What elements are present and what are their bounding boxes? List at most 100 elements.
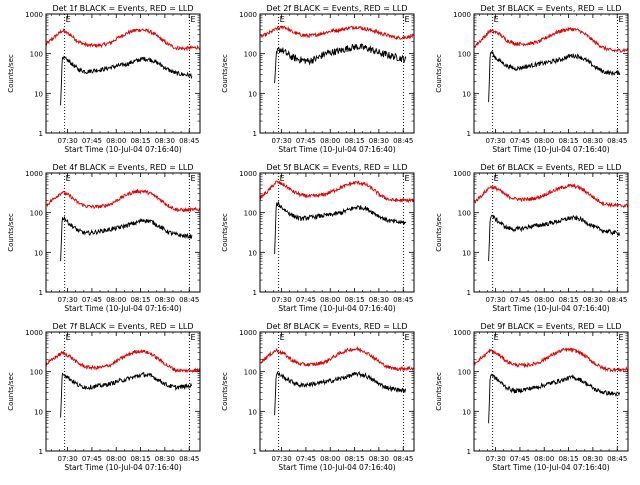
x-tick-label: 08:45: [607, 455, 627, 463]
x-tick-label: 08:00: [534, 296, 554, 304]
x-tick-label: 07:45: [82, 296, 102, 304]
x-tick-label: 07:30: [58, 455, 78, 463]
y-tick-label: 10: [462, 90, 471, 98]
x-tick-label: 08:45: [179, 296, 199, 304]
x-tick-label: 08:30: [155, 455, 175, 463]
lld-rate-line: [45, 349, 201, 374]
x-tick-label: 08:15: [344, 137, 364, 145]
x-axis-title: Start Time (10-Jul-04 07:16:40): [492, 304, 609, 313]
plot-panel-det-1f: Det 1f BLACK = Events, RED = LLD Counts/s…: [7, 4, 201, 154]
plot-title: Det 4f BLACK = Events, RED = LLD: [52, 163, 193, 172]
x-tick-label: 08:30: [155, 296, 175, 304]
x-tick-label: 07:30: [58, 137, 78, 145]
lld-rate-line: [473, 26, 629, 53]
x-tick-label: 07:30: [272, 137, 292, 145]
y-tick-label: 10: [34, 249, 43, 257]
y-tick-label: 1000: [453, 329, 471, 337]
y-tick-label: 1000: [25, 170, 43, 178]
x-tick-label: 08:15: [344, 455, 364, 463]
x-tick-label: 08:00: [320, 137, 340, 145]
x-tick-label: 08:00: [534, 455, 554, 463]
event-rate-line: [488, 50, 621, 103]
x-tick-label: 08:15: [558, 455, 578, 463]
event-rate-line: [60, 55, 193, 106]
y-tick-label: 10: [248, 90, 257, 98]
x-tick-label: 07:45: [510, 455, 530, 463]
y-axis-title: Counts/sec: [221, 54, 229, 93]
y-tick-label: 10: [34, 408, 43, 416]
y-tick-label: 100: [458, 51, 471, 59]
x-tick-label: 07:45: [296, 296, 316, 304]
event-marker-label: E: [404, 174, 409, 183]
event-marker-label: E: [66, 333, 71, 342]
event-marker-label: E: [190, 333, 195, 342]
plot-title: Det 8f BLACK = Events, RED = LLD: [266, 322, 407, 331]
x-tick-label: 07:30: [272, 296, 292, 304]
y-tick-label: 1000: [453, 11, 471, 19]
x-tick-label: 08:15: [558, 296, 578, 304]
plot-title: Det 7f BLACK = Events, RED = LLD: [52, 322, 193, 331]
lld-rate-line: [259, 345, 415, 372]
plot-panel-det-2f: Det 2f BLACK = Events, RED = LLD Counts/s…: [221, 4, 415, 154]
x-tick-label: 08:00: [106, 137, 126, 145]
event-marker-label: E: [66, 15, 71, 24]
x-tick-label: 07:45: [510, 137, 530, 145]
x-tick-label: 07:30: [272, 455, 292, 463]
x-tick-label: 08:45: [393, 455, 413, 463]
event-marker-label: E: [618, 333, 623, 342]
plot-title: Det 5f BLACK = Events, RED = LLD: [266, 163, 407, 172]
event-rate-line: [488, 214, 621, 262]
plot-title: Det 1f BLACK = Events, RED = LLD: [52, 4, 193, 13]
y-tick-label: 10: [462, 408, 471, 416]
plot-frame: [473, 172, 629, 293]
event-marker-label: E: [190, 174, 195, 183]
x-axis-title: Start Time (10-Jul-04 07:16:40): [278, 145, 395, 154]
x-axis-title: Start Time (10-Jul-04 07:16:40): [278, 463, 395, 472]
y-tick-label: 1000: [239, 170, 257, 178]
y-axis-title: Counts/sec: [7, 372, 15, 411]
x-tick-label: 08:15: [130, 455, 150, 463]
event-marker-label: E: [404, 333, 409, 342]
event-marker-label: E: [494, 174, 499, 183]
lld-rate-line: [259, 179, 415, 204]
event-marker-label: E: [404, 15, 409, 24]
x-tick-label: 08:45: [607, 296, 627, 304]
plot-frame: [45, 331, 201, 452]
event-marker-label: E: [280, 333, 285, 342]
y-tick-label: 10: [34, 90, 43, 98]
x-tick-label: 08:00: [106, 296, 126, 304]
plot-frame: [259, 13, 415, 134]
x-tick-label: 08:00: [106, 455, 126, 463]
x-tick-label: 08:45: [393, 296, 413, 304]
y-axis-title: Counts/sec: [7, 213, 15, 252]
plot-panel-det-3f: Det 3f BLACK = Events, RED = LLD Counts/s…: [435, 4, 629, 154]
x-axis-title: Start Time (10-Jul-04 07:16:40): [64, 304, 181, 313]
y-axis-title: Counts/sec: [7, 54, 15, 93]
x-tick-label: 08:15: [130, 137, 150, 145]
plot-panel-det-9f: Det 9f BLACK = Events, RED = LLD Counts/s…: [435, 322, 629, 472]
x-tick-label: 07:30: [58, 296, 78, 304]
event-rate-line: [60, 215, 193, 262]
y-tick-label: 1: [253, 448, 257, 456]
lld-rate-line: [473, 346, 629, 373]
event-rate-line: [274, 43, 407, 84]
plot-frame: [473, 331, 629, 452]
x-tick-label: 08:30: [369, 455, 389, 463]
lld-rate-line: [45, 188, 201, 213]
lld-rate-line: [259, 25, 415, 41]
y-tick-label: 1: [467, 448, 471, 456]
x-axis-title: Start Time (10-Jul-04 07:16:40): [492, 463, 609, 472]
y-axis-title: Counts/sec: [221, 372, 229, 411]
event-marker-label: E: [66, 174, 71, 183]
x-tick-label: 08:00: [320, 455, 340, 463]
x-tick-label: 08:30: [583, 455, 603, 463]
y-tick-label: 100: [30, 210, 43, 218]
plot-panel-det-5f: Det 5f BLACK = Events, RED = LLD Counts/s…: [221, 163, 415, 313]
event-rate-line: [274, 371, 407, 416]
x-tick-label: 08:45: [393, 137, 413, 145]
event-marker-label: E: [618, 174, 623, 183]
plot-panel-det-7f: Det 7f BLACK = Events, RED = LLD Counts/s…: [7, 322, 201, 472]
plot-panel-det-8f: Det 8f BLACK = Events, RED = LLD Counts/s…: [221, 322, 415, 472]
y-axis-title: Counts/sec: [435, 213, 443, 252]
